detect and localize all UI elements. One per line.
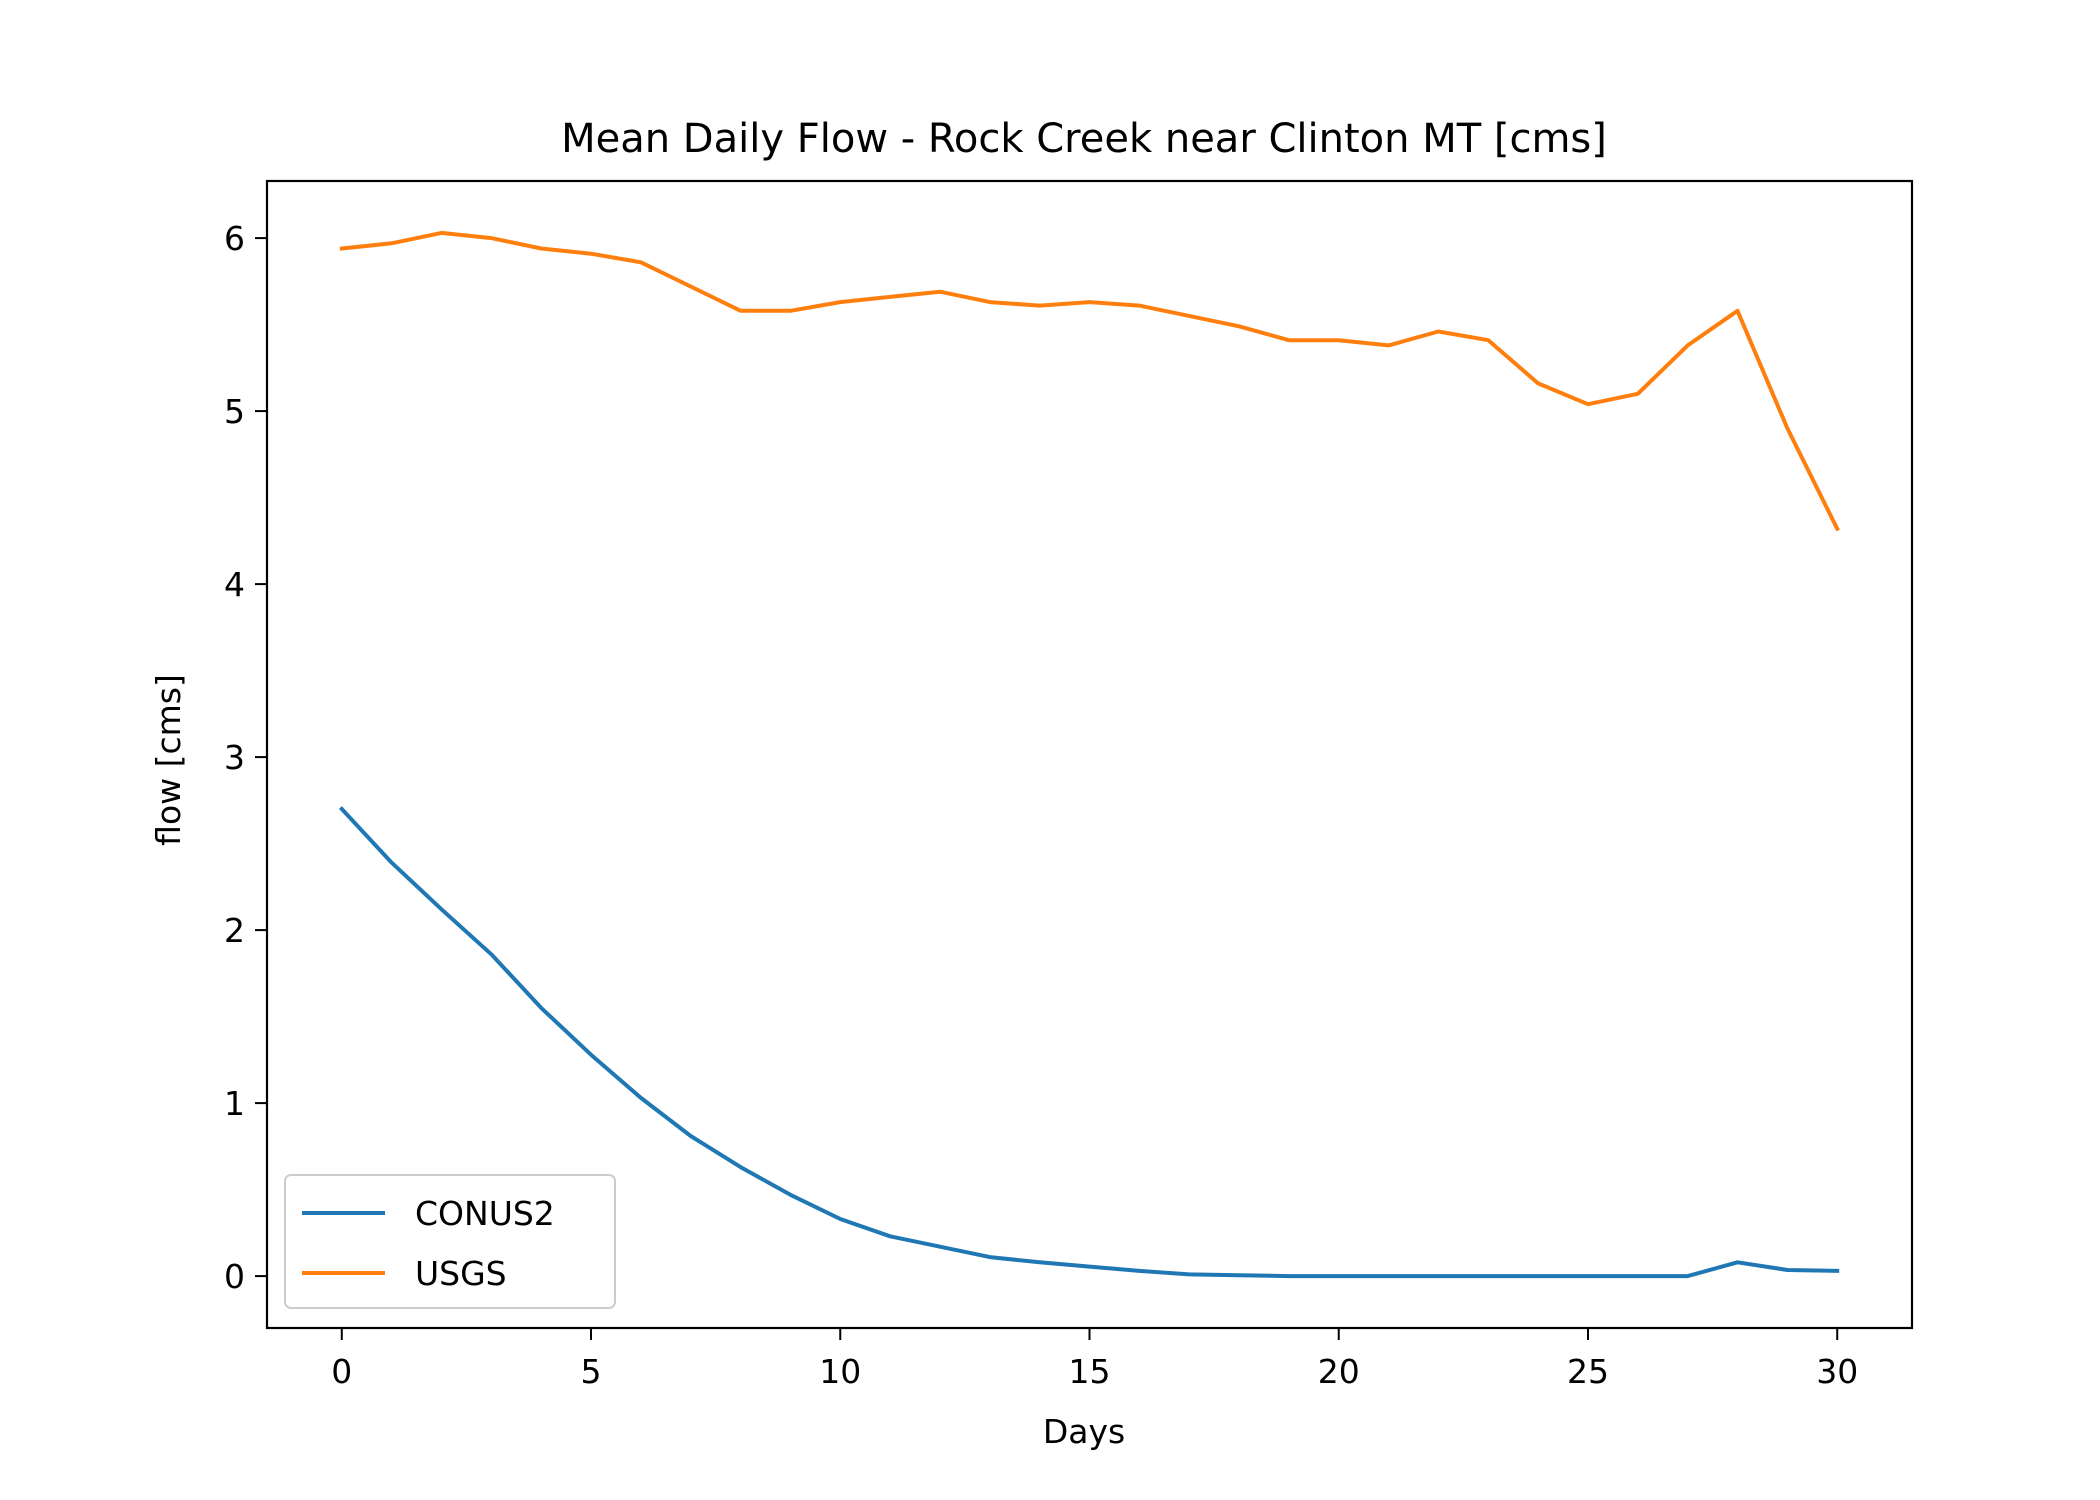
legend: CONUS2 USGS xyxy=(284,1174,616,1309)
series-lines xyxy=(338,230,1840,1279)
x-axis: 0 5 10 15 20 25 30 xyxy=(331,1328,1858,1391)
y-tick-label: 1 xyxy=(224,1084,245,1123)
x-tick-label: 5 xyxy=(581,1352,602,1391)
y-axis-label: flow [cms] xyxy=(149,674,188,846)
y-tick-label: 5 xyxy=(224,392,245,431)
y-tick-label: 0 xyxy=(224,1257,245,1296)
y-tick-label: 4 xyxy=(224,565,245,604)
y-tick-label: 3 xyxy=(224,738,245,777)
y-tick-label: 6 xyxy=(224,219,245,258)
y-axis: 0 1 2 3 4 5 6 xyxy=(224,219,267,1296)
x-tick-label: 25 xyxy=(1567,1352,1609,1391)
x-tick-label: 20 xyxy=(1318,1352,1360,1391)
x-axis-label: Days xyxy=(1043,1412,1125,1451)
x-tick-label: 30 xyxy=(1816,1352,1858,1391)
x-tick-label: 10 xyxy=(819,1352,861,1391)
legend-label-usgs: USGS xyxy=(415,1254,507,1293)
x-tick-label: 15 xyxy=(1069,1352,1111,1391)
series-line-conus2 xyxy=(338,806,1840,1279)
legend-label-conus2: CONUS2 xyxy=(415,1194,555,1233)
chart-title: Mean Daily Flow - Rock Creek near Clinto… xyxy=(561,116,1607,162)
y-tick-label: 2 xyxy=(224,911,245,950)
series-line-usgs xyxy=(339,230,1840,532)
x-tick-label: 0 xyxy=(331,1352,352,1391)
